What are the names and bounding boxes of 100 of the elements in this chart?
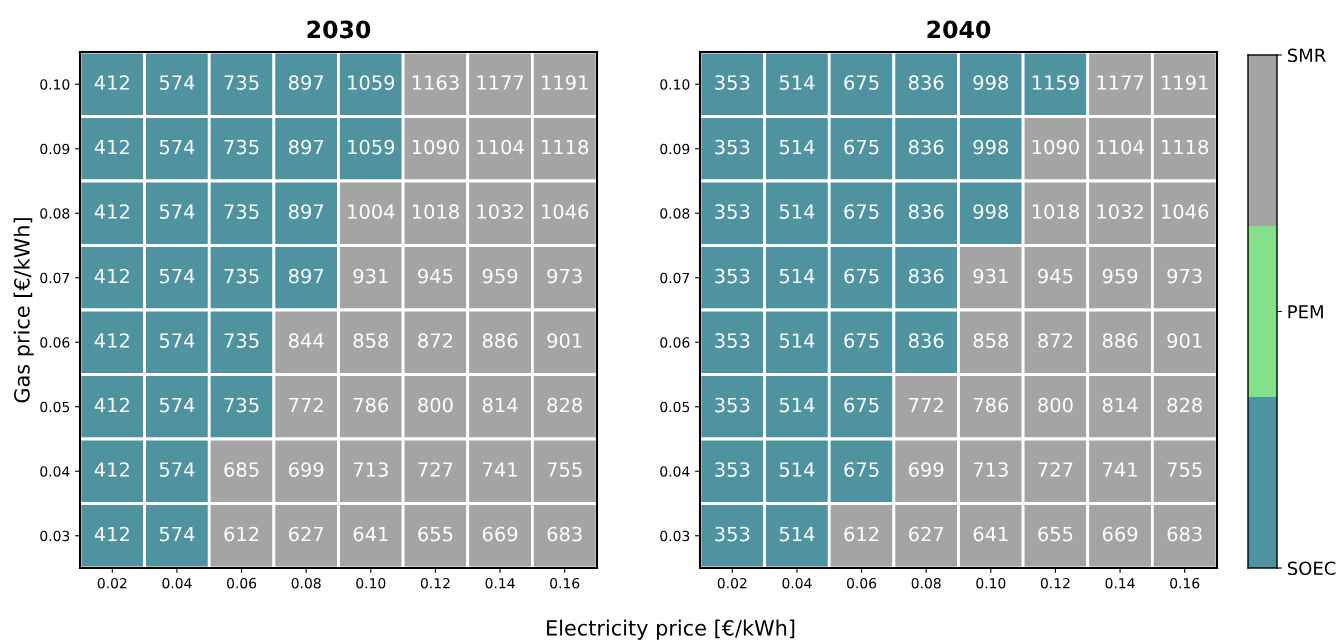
y-tick-label: 0.05 (40, 401, 70, 413)
data-label: 735 (224, 333, 259, 348)
data-label: 1177 (477, 75, 524, 90)
x-tick-label: 0.10 (976, 577, 1006, 589)
data-label: 412 (94, 526, 129, 542)
data-label: 836 (908, 139, 944, 155)
y-tick-label: 0.07 (660, 272, 690, 284)
data-label: 412 (94, 139, 129, 155)
data-label: 1191 (542, 75, 588, 90)
data-label: 1004 (348, 204, 395, 219)
data-label: 574 (159, 333, 195, 348)
data-label: 727 (418, 462, 453, 477)
x-axis-title: Electricity price [€/kWh] (547, 619, 795, 640)
data-label: 1191 (1162, 75, 1208, 90)
data-label: 574 (159, 268, 195, 284)
data-label: 901 (547, 333, 582, 348)
data-label: 973 (547, 268, 582, 284)
data-label: 655 (1038, 526, 1073, 542)
data-label: 514 (779, 333, 815, 348)
data-label: 675 (844, 139, 879, 155)
y-tick-label: 0.09 (40, 143, 70, 155)
data-label: 1046 (1162, 204, 1209, 219)
data-label: 897 (288, 204, 324, 219)
data-label: 683 (1167, 526, 1202, 542)
x-tick-label: 0.06 (847, 577, 877, 589)
data-label: 675 (844, 204, 879, 219)
x-tick-label: 0.16 (1170, 577, 1200, 589)
data-label: 514 (779, 268, 815, 284)
data-label: 998 (973, 75, 1009, 90)
data-label: 353 (715, 462, 750, 477)
data-label: 412 (94, 268, 129, 284)
data-label: 959 (482, 268, 518, 284)
x-tick-label: 0.12 (420, 577, 450, 589)
x-tick-label: 0.08 (291, 577, 321, 589)
data-label: 675 (844, 268, 879, 284)
x-tick-label: 0.02 (97, 577, 127, 589)
data-label: 735 (224, 204, 259, 219)
data-label: 574 (159, 462, 195, 477)
data-label: 800 (418, 397, 453, 413)
data-label: 755 (1167, 462, 1202, 477)
data-label: 353 (715, 526, 750, 542)
data-label: 998 (973, 204, 1009, 219)
data-label: 828 (547, 397, 582, 413)
data-label: 1090 (412, 139, 459, 155)
data-label: 1059 (348, 139, 395, 155)
data-label: 772 (909, 397, 943, 413)
data-label: 1018 (412, 204, 459, 219)
data-label: 627 (288, 526, 324, 542)
y-tick-label: 0.07 (40, 272, 70, 284)
data-label: 713 (973, 462, 1008, 477)
data-label: 574 (159, 397, 195, 413)
data-label: 836 (908, 204, 944, 219)
data-label: 675 (844, 333, 879, 348)
data-label: 669 (482, 526, 518, 542)
data-label: 412 (94, 333, 129, 348)
data-label: 514 (779, 397, 815, 413)
y-tick-label: 0.03 (40, 530, 70, 542)
data-label: 735 (224, 397, 259, 413)
x-tick-label: 0.10 (356, 577, 386, 589)
data-label: 1018 (1032, 204, 1079, 219)
data-label: 1059 (348, 75, 395, 90)
data-label: 931 (973, 268, 1008, 284)
data-label: 713 (353, 462, 388, 477)
data-label: 574 (159, 75, 195, 90)
x-tick-label: 0.06 (227, 577, 257, 589)
data-label: 675 (844, 397, 879, 413)
category-label: PEM (1288, 305, 1323, 319)
data-label: 872 (418, 333, 453, 348)
data-label: 886 (482, 333, 518, 348)
data-label: 945 (418, 268, 453, 284)
data-label: 412 (94, 75, 129, 90)
data-label: 685 (224, 462, 259, 477)
data-label: 735 (224, 75, 259, 90)
y-tick-label: 0.04 (660, 466, 690, 477)
data-label: 858 (353, 333, 389, 348)
data-label: 627 (908, 526, 944, 542)
data-label: 612 (844, 526, 879, 542)
data-label: 514 (779, 462, 815, 477)
data-label: 514 (779, 204, 815, 219)
x-tick-label: 0.08 (911, 577, 941, 589)
x-tick-label: 0.16 (550, 577, 580, 589)
x-tick-label: 0.14 (1105, 577, 1135, 589)
data-label: 1090 (1032, 139, 1079, 155)
data-label: 683 (547, 526, 582, 542)
data-label: 699 (908, 462, 944, 477)
data-label: 641 (973, 526, 1008, 542)
data-label: 735 (224, 139, 259, 155)
data-label: 412 (94, 204, 129, 219)
y-tick-label: 0.04 (40, 466, 70, 477)
data-label: 973 (1167, 268, 1202, 284)
data-label: 901 (1167, 333, 1202, 348)
data-label: 353 (715, 75, 750, 90)
data-label: 897 (288, 139, 324, 155)
data-label: 1046 (542, 204, 589, 219)
y-tick-label: 0.08 (660, 208, 690, 219)
data-label: 945 (1038, 268, 1073, 284)
data-label: 1104 (1097, 139, 1144, 155)
chart-title: 2030 (307, 20, 371, 39)
data-label: 675 (844, 75, 879, 90)
data-label: 1163 (412, 75, 459, 90)
